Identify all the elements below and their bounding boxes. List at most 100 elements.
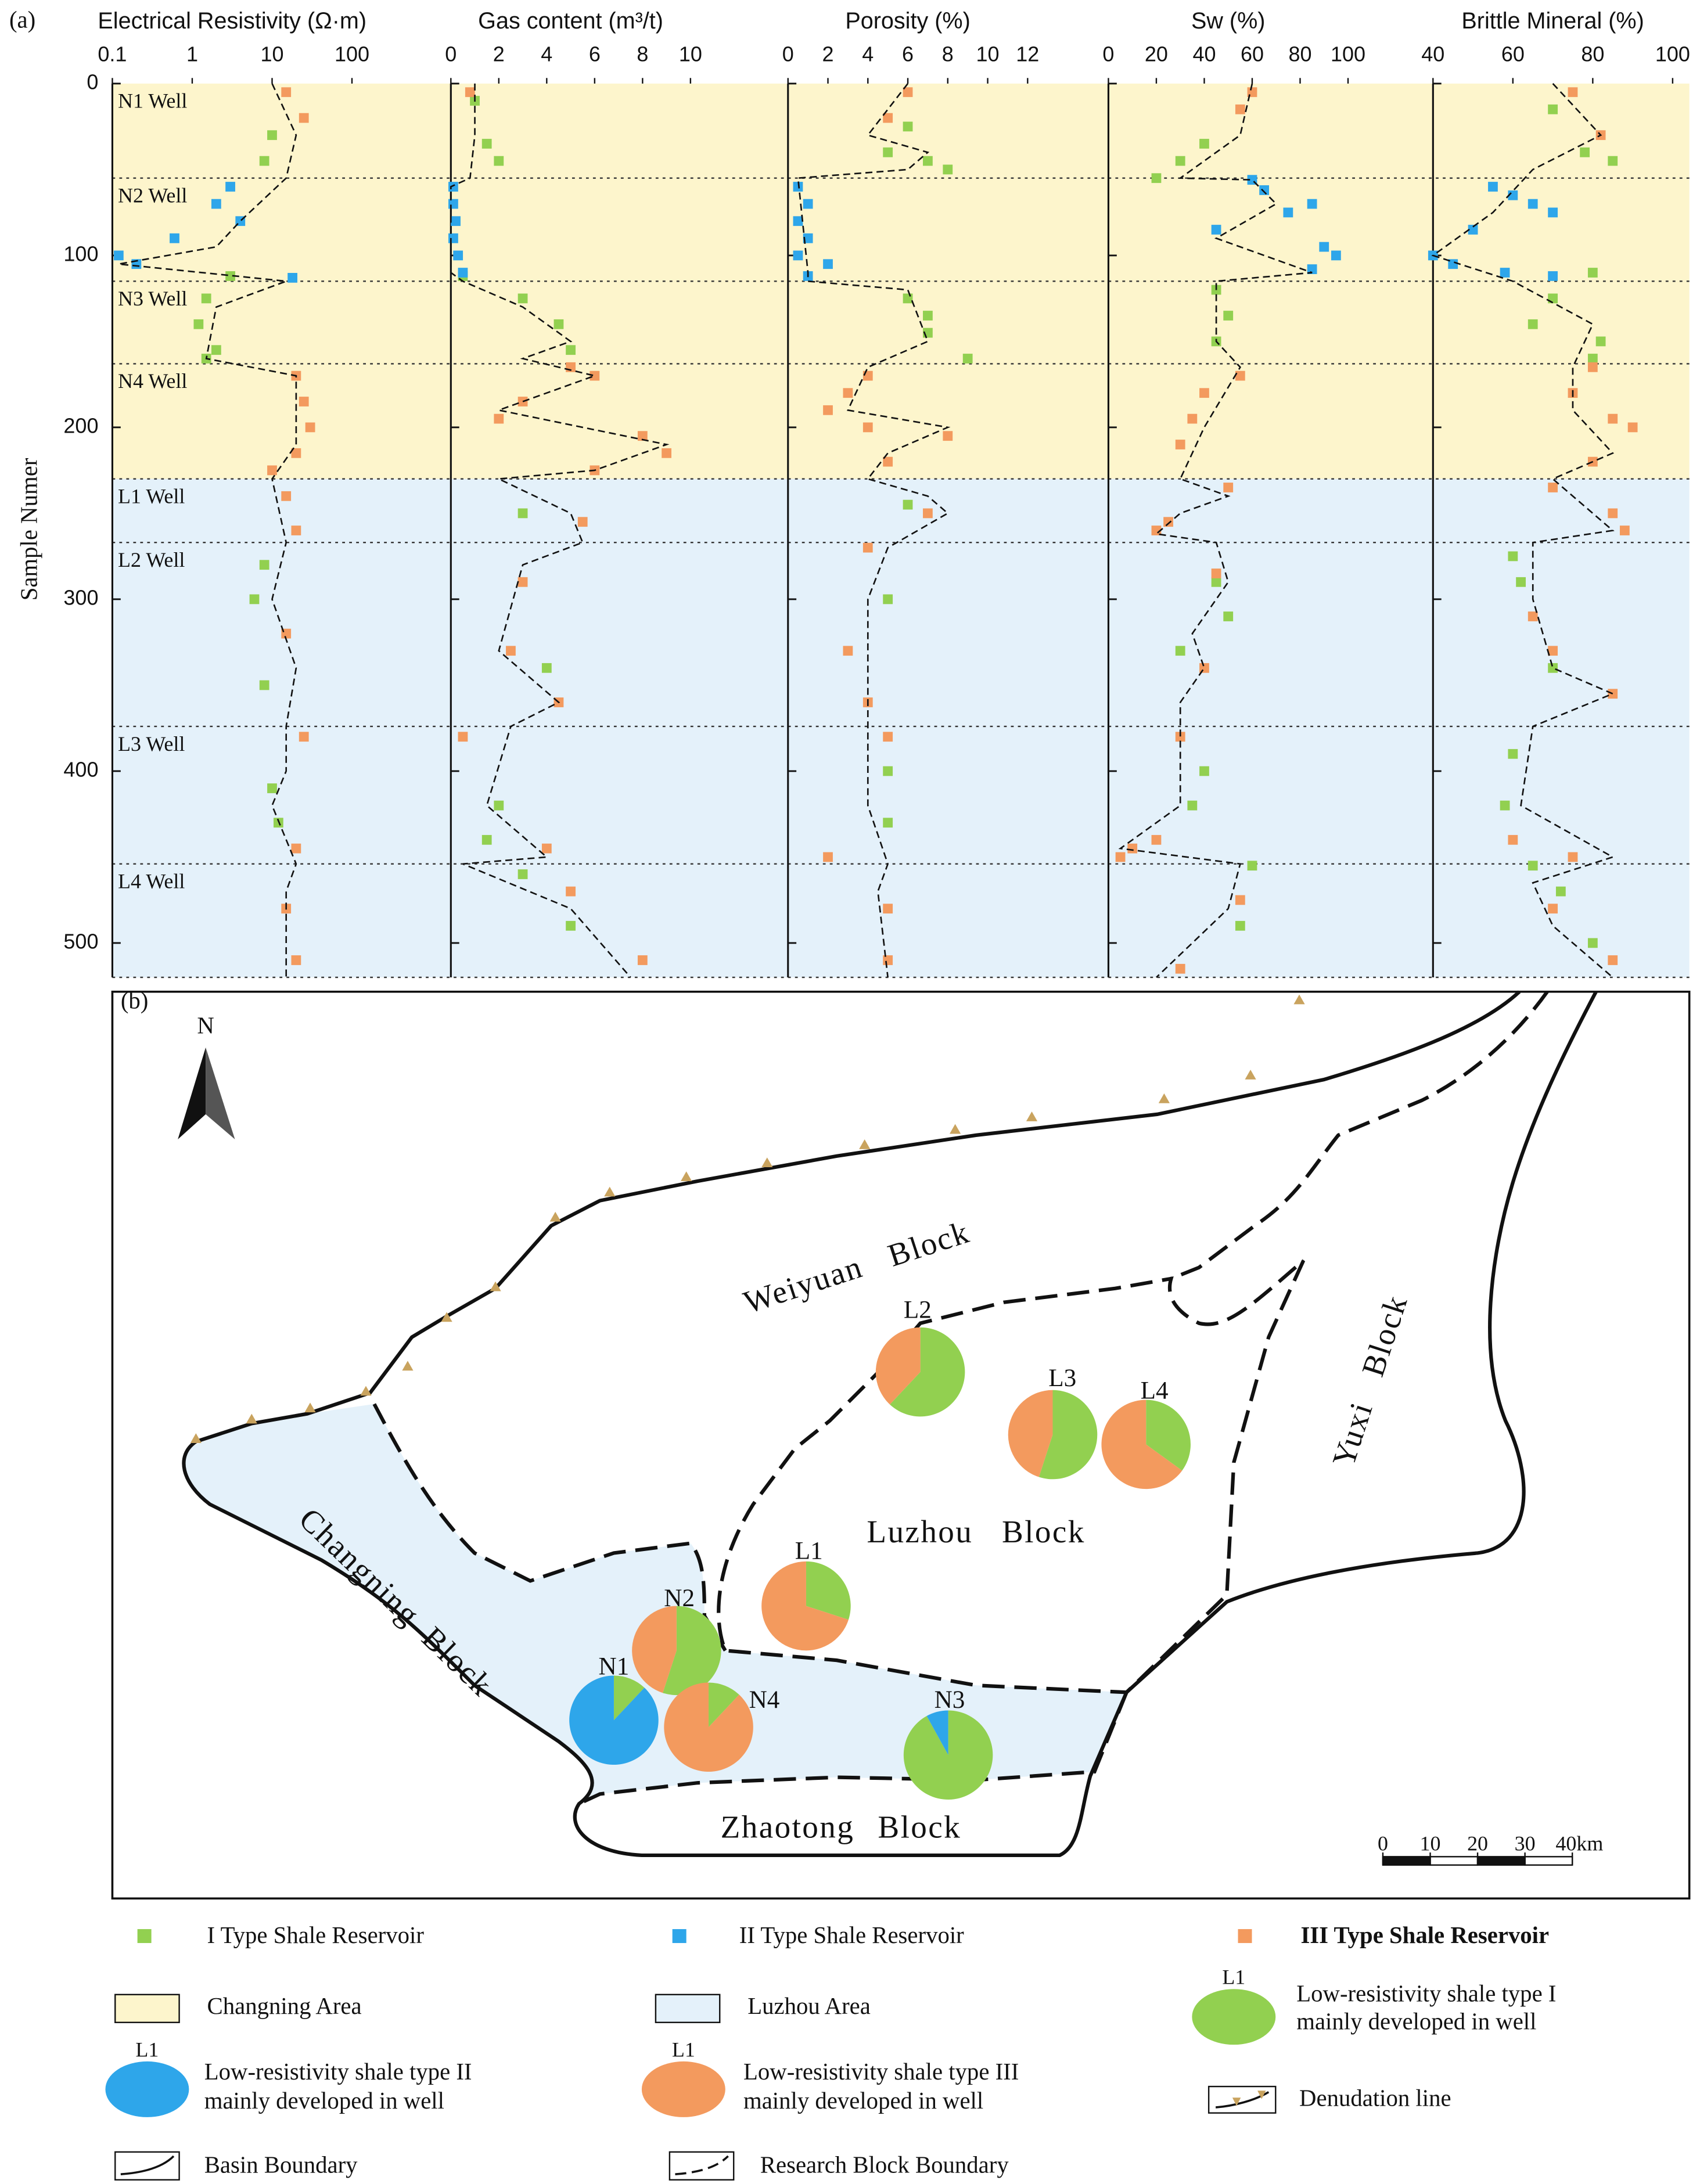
point bbox=[299, 732, 309, 742]
point bbox=[566, 886, 576, 897]
point bbox=[923, 156, 933, 166]
x-tick-label: 6 bbox=[589, 42, 601, 66]
pie-label: N4 bbox=[749, 1686, 780, 1714]
panel-a: N1 Well N2 Well N3 Well N4 Well L1 Well L2 We… bbox=[16, 8, 1690, 978]
y-tick-label: 300 bbox=[63, 585, 98, 609]
point bbox=[1548, 293, 1558, 304]
track: Electrical Resistivity (Ω·m) 0.1 1 10 100 bbox=[98, 8, 369, 978]
denudation-mark bbox=[604, 1186, 616, 1197]
point bbox=[662, 448, 671, 458]
legend-marker bbox=[1238, 1929, 1252, 1944]
x-tick-label: 4 bbox=[541, 42, 552, 66]
track: Gas content (m³/t) 0 2 4 6 8 10 bbox=[445, 8, 702, 978]
point bbox=[1199, 663, 1209, 673]
legend-area bbox=[655, 1994, 721, 2023]
legend-pie bbox=[105, 2061, 189, 2117]
point bbox=[1528, 319, 1538, 329]
legend: I Type Shale Reservoir II Type Shale Res… bbox=[105, 1922, 1556, 2181]
point bbox=[481, 139, 492, 149]
point bbox=[1235, 370, 1245, 381]
x-tick-label: 10 bbox=[260, 42, 283, 66]
point bbox=[823, 852, 833, 862]
well-label: N1 Well bbox=[118, 89, 187, 113]
point bbox=[291, 955, 301, 965]
point bbox=[1608, 955, 1618, 965]
point bbox=[1175, 156, 1185, 166]
track: Porosity (%) 0 2 4 6 8 10 12 bbox=[782, 8, 1039, 978]
scale-label: 40km bbox=[1555, 1832, 1603, 1855]
scale-label: 20 bbox=[1467, 1832, 1488, 1855]
denudation-mark bbox=[246, 1413, 257, 1424]
point bbox=[299, 113, 309, 123]
point bbox=[1223, 311, 1234, 321]
y-tick-label: 400 bbox=[63, 757, 98, 781]
point bbox=[267, 465, 277, 476]
well-label: L3 Well bbox=[118, 732, 185, 755]
pie-label: L3 bbox=[1048, 1365, 1076, 1392]
point bbox=[843, 646, 853, 656]
point bbox=[1548, 904, 1558, 914]
panel-label: (b) bbox=[121, 987, 149, 1013]
point bbox=[903, 121, 913, 132]
point bbox=[1115, 852, 1126, 862]
x-tick-label: 80 bbox=[1581, 42, 1604, 66]
well-label: L1 Well bbox=[118, 485, 185, 508]
point bbox=[883, 766, 893, 776]
point bbox=[517, 508, 528, 519]
point bbox=[225, 271, 235, 281]
denudation-mark bbox=[1245, 1070, 1256, 1080]
legend-label: Low-resistivity shale type III bbox=[743, 2059, 1019, 2085]
point bbox=[883, 818, 893, 828]
pie-label: L4 bbox=[1141, 1377, 1169, 1405]
x-tick-label: 60 bbox=[1241, 42, 1264, 66]
point bbox=[211, 345, 221, 355]
point bbox=[1528, 861, 1538, 871]
point bbox=[1259, 185, 1269, 195]
point bbox=[843, 388, 853, 398]
denudation-mark bbox=[681, 1171, 692, 1182]
pie-slice bbox=[1101, 1399, 1183, 1489]
point bbox=[201, 293, 211, 304]
point bbox=[883, 904, 893, 914]
pie-slice bbox=[903, 1710, 993, 1800]
legend-label: Luzhou Area bbox=[747, 1993, 871, 2019]
point bbox=[1528, 611, 1538, 621]
point bbox=[803, 199, 813, 209]
x-tick-label: 2 bbox=[493, 42, 505, 66]
scale-segment bbox=[1524, 1856, 1573, 1866]
point bbox=[637, 431, 648, 441]
pie-slice bbox=[926, 1710, 948, 1755]
point bbox=[1307, 199, 1317, 209]
point bbox=[923, 311, 933, 321]
x-tick-label: 0 bbox=[445, 42, 457, 66]
pie-slice bbox=[1038, 1390, 1098, 1480]
point bbox=[481, 834, 492, 845]
point bbox=[793, 250, 803, 261]
pie-slice bbox=[663, 1606, 721, 1696]
point bbox=[1568, 87, 1578, 98]
point bbox=[943, 164, 953, 175]
point bbox=[1175, 440, 1185, 449]
x-tick-label: 8 bbox=[637, 42, 648, 66]
trend-line bbox=[797, 83, 951, 978]
point bbox=[1448, 259, 1458, 269]
point bbox=[590, 370, 600, 381]
point bbox=[1319, 242, 1329, 252]
denudation-mark bbox=[190, 1433, 202, 1443]
point bbox=[259, 156, 269, 166]
point bbox=[1528, 199, 1538, 209]
point bbox=[299, 397, 309, 406]
x-tick-label: 10 bbox=[976, 42, 1000, 66]
point bbox=[453, 250, 463, 261]
legend-label: Denudation line bbox=[1299, 2085, 1451, 2111]
point bbox=[259, 560, 269, 570]
denudation-mark bbox=[949, 1124, 961, 1134]
point bbox=[1163, 517, 1173, 527]
point bbox=[1175, 732, 1185, 742]
legend-label: Changning Area bbox=[207, 1993, 362, 2019]
point bbox=[291, 843, 301, 854]
point bbox=[566, 920, 576, 931]
pie-slice bbox=[890, 1327, 965, 1417]
point bbox=[1548, 646, 1558, 656]
pie-slice bbox=[761, 1561, 849, 1651]
